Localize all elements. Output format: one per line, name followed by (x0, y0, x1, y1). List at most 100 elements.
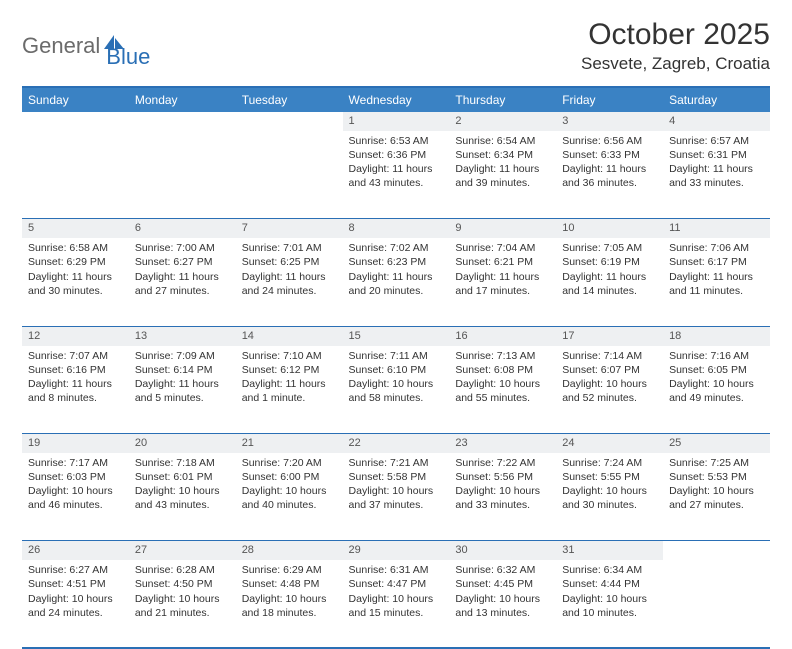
day-cell (129, 131, 236, 219)
daylight-text-1: Daylight: 11 hours (562, 162, 657, 176)
day-cell-content: Sunrise: 7:24 AMSunset: 5:55 PMDaylight:… (556, 453, 663, 519)
day-cell: Sunrise: 7:17 AMSunset: 6:03 PMDaylight:… (22, 453, 129, 541)
sunset-text: Sunset: 6:31 PM (669, 148, 764, 162)
day-cell-content: Sunrise: 6:53 AMSunset: 6:36 PMDaylight:… (343, 131, 450, 197)
sunrise-text: Sunrise: 7:16 AM (669, 349, 764, 363)
week-content-row: Sunrise: 6:27 AMSunset: 4:51 PMDaylight:… (22, 560, 770, 648)
day-cell-content: Sunrise: 7:18 AMSunset: 6:01 PMDaylight:… (129, 453, 236, 519)
day-cell-content: Sunrise: 7:14 AMSunset: 6:07 PMDaylight:… (556, 346, 663, 412)
day-cell: Sunrise: 7:11 AMSunset: 6:10 PMDaylight:… (343, 346, 450, 434)
day-cell-content: Sunrise: 7:07 AMSunset: 6:16 PMDaylight:… (22, 346, 129, 412)
day-number: 3 (556, 112, 663, 131)
logo-text-general: General (22, 33, 100, 59)
day-cell: Sunrise: 6:34 AMSunset: 4:44 PMDaylight:… (556, 560, 663, 648)
day-cell-content: Sunrise: 6:29 AMSunset: 4:48 PMDaylight:… (236, 560, 343, 626)
day-cell-content: Sunrise: 7:13 AMSunset: 6:08 PMDaylight:… (449, 346, 556, 412)
daylight-text-1: Daylight: 11 hours (455, 270, 550, 284)
daylight-text-2: and 39 minutes. (455, 176, 550, 190)
sunrise-text: Sunrise: 7:05 AM (562, 241, 657, 255)
header: General Blue October 2025 Sesvete, Zagre… (22, 18, 770, 74)
day-cell: Sunrise: 7:14 AMSunset: 6:07 PMDaylight:… (556, 346, 663, 434)
day-cell: Sunrise: 7:24 AMSunset: 5:55 PMDaylight:… (556, 453, 663, 541)
sunset-text: Sunset: 6:25 PM (242, 255, 337, 269)
title-block: October 2025 Sesvete, Zagreb, Croatia (581, 18, 770, 74)
day-cell (663, 560, 770, 648)
sunset-text: Sunset: 6:08 PM (455, 363, 550, 377)
day-number: 30 (449, 541, 556, 560)
sunset-text: Sunset: 6:12 PM (242, 363, 337, 377)
weekday-friday: Friday (556, 87, 663, 112)
day-cell-content: Sunrise: 7:00 AMSunset: 6:27 PMDaylight:… (129, 238, 236, 304)
day-number: 24 (556, 434, 663, 453)
sunset-text: Sunset: 4:51 PM (28, 577, 123, 591)
day-number: 2 (449, 112, 556, 131)
logo: General Blue (22, 18, 150, 70)
day-cell-content: Sunrise: 7:04 AMSunset: 6:21 PMDaylight:… (449, 238, 556, 304)
daylight-text-1: Daylight: 10 hours (455, 592, 550, 606)
day-number: 28 (236, 541, 343, 560)
weekday-header-row: Sunday Monday Tuesday Wednesday Thursday… (22, 87, 770, 112)
day-cell: Sunrise: 6:54 AMSunset: 6:34 PMDaylight:… (449, 131, 556, 219)
daylight-text-1: Daylight: 10 hours (562, 592, 657, 606)
day-cell: Sunrise: 7:20 AMSunset: 6:00 PMDaylight:… (236, 453, 343, 541)
daylight-text-1: Daylight: 10 hours (349, 484, 444, 498)
day-number: 22 (343, 434, 450, 453)
day-number: 11 (663, 219, 770, 238)
weekday-monday: Monday (129, 87, 236, 112)
daylight-text-2: and 27 minutes. (669, 498, 764, 512)
sunrise-text: Sunrise: 7:10 AM (242, 349, 337, 363)
day-cell-content: Sunrise: 7:06 AMSunset: 6:17 PMDaylight:… (663, 238, 770, 304)
day-number: 20 (129, 434, 236, 453)
daylight-text-1: Daylight: 11 hours (28, 270, 123, 284)
sunrise-text: Sunrise: 6:28 AM (135, 563, 230, 577)
daylight-text-1: Daylight: 11 hours (349, 270, 444, 284)
sunrise-text: Sunrise: 7:22 AM (455, 456, 550, 470)
daylight-text-2: and 14 minutes. (562, 284, 657, 298)
daylight-text-2: and 49 minutes. (669, 391, 764, 405)
daylight-text-1: Daylight: 10 hours (562, 484, 657, 498)
daylight-text-1: Daylight: 10 hours (349, 377, 444, 391)
day-cell: Sunrise: 7:00 AMSunset: 6:27 PMDaylight:… (129, 238, 236, 326)
sunset-text: Sunset: 5:55 PM (562, 470, 657, 484)
day-cell-content: Sunrise: 6:54 AMSunset: 6:34 PMDaylight:… (449, 131, 556, 197)
sunrise-text: Sunrise: 7:14 AM (562, 349, 657, 363)
sunrise-text: Sunrise: 7:11 AM (349, 349, 444, 363)
day-cell: Sunrise: 7:13 AMSunset: 6:08 PMDaylight:… (449, 346, 556, 434)
daylight-text-1: Daylight: 11 hours (28, 377, 123, 391)
sunset-text: Sunset: 6:23 PM (349, 255, 444, 269)
daylight-text-2: and 20 minutes. (349, 284, 444, 298)
day-number: 14 (236, 326, 343, 345)
day-cell: Sunrise: 7:07 AMSunset: 6:16 PMDaylight:… (22, 346, 129, 434)
day-cell: Sunrise: 7:25 AMSunset: 5:53 PMDaylight:… (663, 453, 770, 541)
day-number: 17 (556, 326, 663, 345)
daylight-text-2: and 5 minutes. (135, 391, 230, 405)
day-cell: Sunrise: 7:10 AMSunset: 6:12 PMDaylight:… (236, 346, 343, 434)
day-cell-content: Sunrise: 7:20 AMSunset: 6:00 PMDaylight:… (236, 453, 343, 519)
daylight-text-2: and 24 minutes. (28, 606, 123, 620)
sunset-text: Sunset: 6:36 PM (349, 148, 444, 162)
day-cell-content: Sunrise: 6:32 AMSunset: 4:45 PMDaylight:… (449, 560, 556, 626)
sunset-text: Sunset: 6:21 PM (455, 255, 550, 269)
day-cell-content: Sunrise: 7:10 AMSunset: 6:12 PMDaylight:… (236, 346, 343, 412)
day-number (663, 541, 770, 560)
day-number: 12 (22, 326, 129, 345)
month-title: October 2025 (581, 18, 770, 52)
daylight-text-1: Daylight: 11 hours (562, 270, 657, 284)
day-cell-content: Sunrise: 6:58 AMSunset: 6:29 PMDaylight:… (22, 238, 129, 304)
daylight-text-2: and 30 minutes. (562, 498, 657, 512)
sunset-text: Sunset: 5:53 PM (669, 470, 764, 484)
daylight-text-1: Daylight: 10 hours (455, 377, 550, 391)
daynum-row: 19202122232425 (22, 434, 770, 453)
location: Sesvete, Zagreb, Croatia (581, 54, 770, 74)
day-cell: Sunrise: 6:31 AMSunset: 4:47 PMDaylight:… (343, 560, 450, 648)
daylight-text-1: Daylight: 10 hours (28, 484, 123, 498)
day-cell: Sunrise: 6:29 AMSunset: 4:48 PMDaylight:… (236, 560, 343, 648)
week-content-row: Sunrise: 7:07 AMSunset: 6:16 PMDaylight:… (22, 346, 770, 434)
sunset-text: Sunset: 6:03 PM (28, 470, 123, 484)
daylight-text-2: and 33 minutes. (455, 498, 550, 512)
daynum-row: 1234 (22, 112, 770, 131)
logo-text-blue: Blue (106, 44, 150, 70)
sunset-text: Sunset: 5:56 PM (455, 470, 550, 484)
day-number: 21 (236, 434, 343, 453)
daynum-row: 567891011 (22, 219, 770, 238)
